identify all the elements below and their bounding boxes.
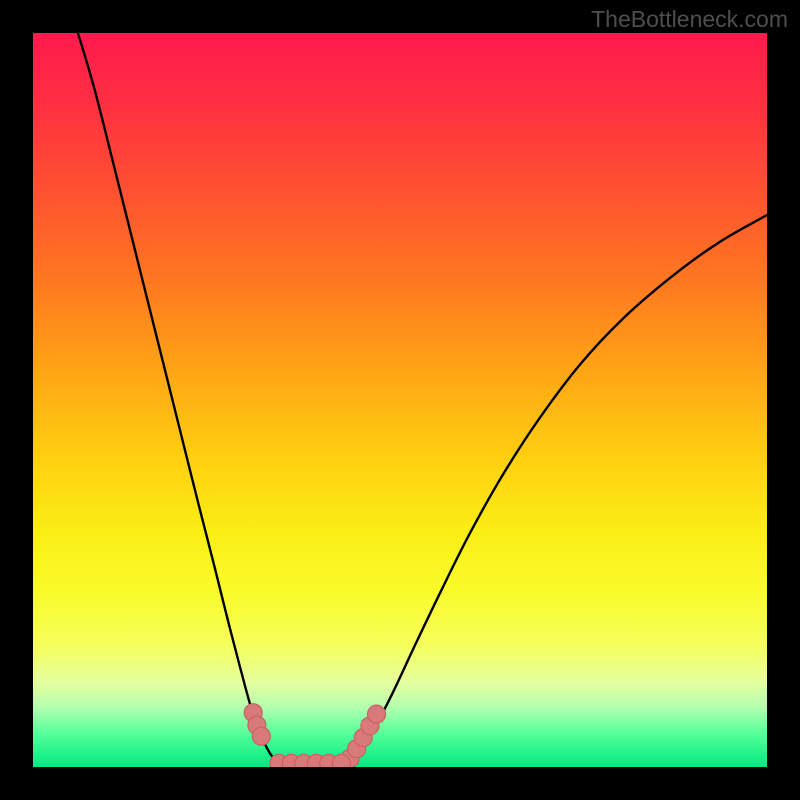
marker-bottom-bar [332,754,350,767]
stage: TheBottleneck.com [0,0,800,800]
gradient-background [33,33,767,767]
plot-svg [33,33,767,767]
marker-right-cluster [368,705,386,723]
plot-area [33,33,767,767]
watermark-text: TheBottleneck.com [591,6,788,33]
marker-left-cluster [252,727,270,745]
